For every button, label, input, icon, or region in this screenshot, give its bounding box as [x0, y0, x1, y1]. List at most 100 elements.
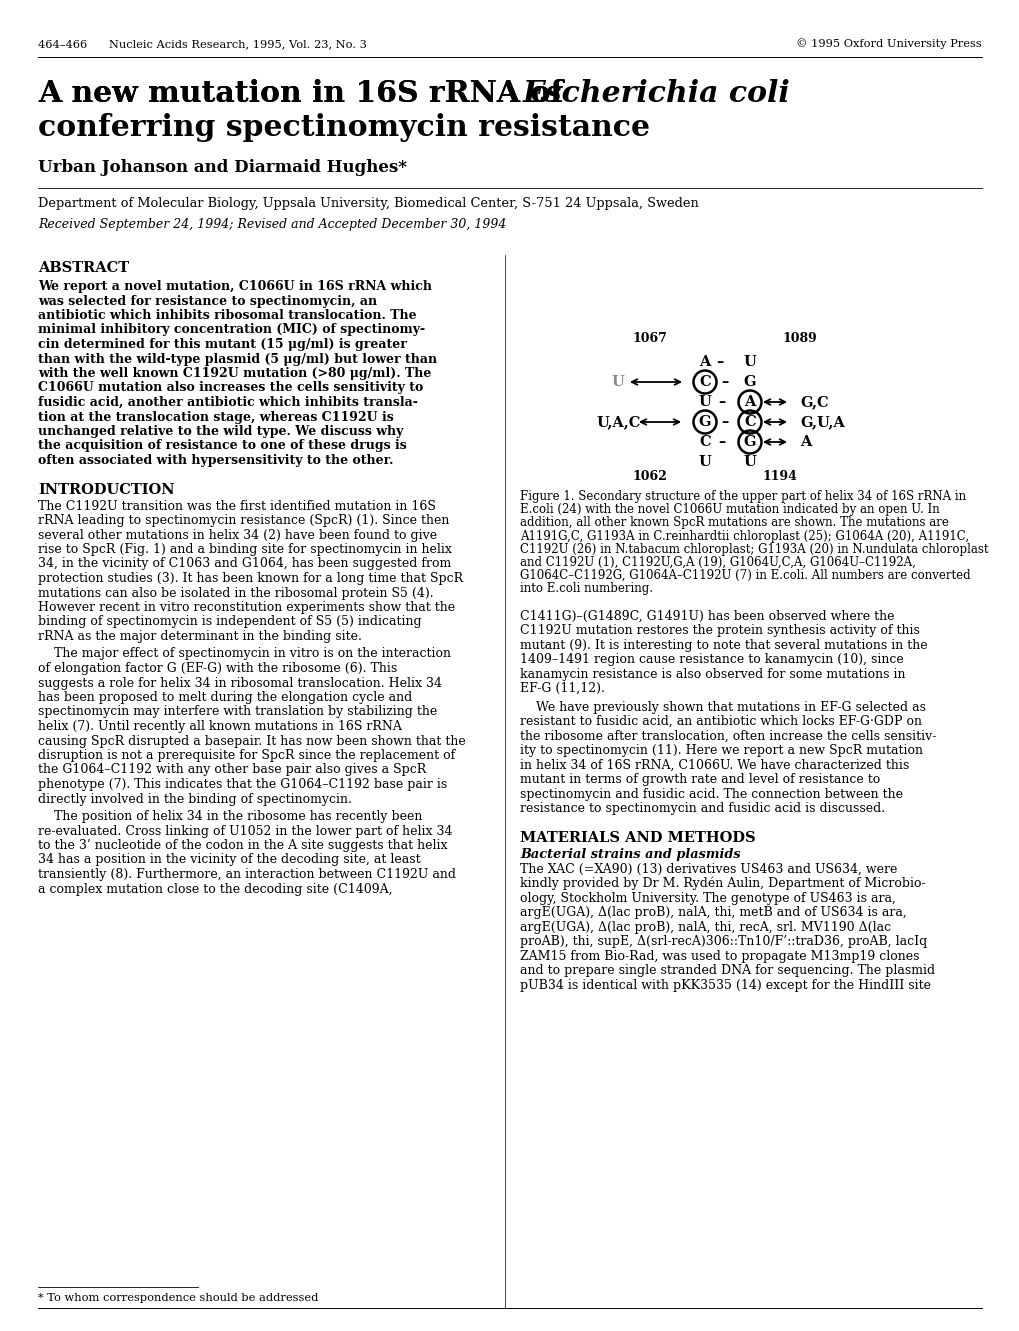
- Text: ity to spectinomycin (11). Here we report a new SpcR mutation: ity to spectinomycin (11). Here we repor…: [520, 744, 922, 757]
- Text: mutant (9). It is interesting to note that several mutations in the: mutant (9). It is interesting to note th…: [520, 639, 926, 652]
- Text: A new mutation in 16S rRNA of: A new mutation in 16S rRNA of: [38, 79, 573, 108]
- Text: into E.coli numbering.: into E.coli numbering.: [520, 583, 652, 595]
- Text: U: U: [611, 375, 624, 389]
- Text: a complex mutation close to the decoding site (C1409A,: a complex mutation close to the decoding…: [38, 882, 392, 896]
- Text: A new mutation in 16S rRNA of ​Escherichia coli: A new mutation in 16S rRNA of ​Escherich…: [38, 79, 841, 108]
- Text: in helix 34 of 16S rRNA, C1066U. We have characterized this: in helix 34 of 16S rRNA, C1066U. We have…: [520, 759, 908, 772]
- Text: and to prepare single stranded DNA for sequencing. The plasmid: and to prepare single stranded DNA for s…: [520, 964, 934, 977]
- Text: argE(UGA), Δ(lac proB), nalA, thi, metB and of US634 is ara,: argE(UGA), Δ(lac proB), nalA, thi, metB …: [520, 906, 906, 920]
- Text: ABSTRACT: ABSTRACT: [38, 261, 129, 276]
- Text: U,A,C: U,A,C: [595, 415, 640, 429]
- Text: ZAM15 from Bio-Rad, was used to propagate M13mp19 clones: ZAM15 from Bio-Rad, was used to propagat…: [520, 949, 918, 962]
- Text: phenotype (7). This indicates that the G1064–C1192 base pair is: phenotype (7). This indicates that the G…: [38, 779, 446, 791]
- Text: argE(UGA), Δ(lac proB), nalA, thi, recA, srl. MV1190 Δ(lac: argE(UGA), Δ(lac proB), nalA, thi, recA,…: [520, 921, 891, 933]
- Text: The position of helix 34 in the ribosome has recently been: The position of helix 34 in the ribosome…: [38, 811, 422, 823]
- Text: directly involved in the binding of spectinomycin.: directly involved in the binding of spec…: [38, 792, 352, 805]
- Text: was selected for resistance to spectinomycin, an: was selected for resistance to spectinom…: [38, 294, 377, 307]
- Text: pUB34 is identical with pKK3535 (14) except for the HindIII site: pUB34 is identical with pKK3535 (14) exc…: [520, 978, 930, 992]
- Text: –: –: [715, 355, 722, 369]
- Text: A: A: [744, 395, 755, 409]
- Text: the ribosome after translocation, often increase the cells sensitiv-: the ribosome after translocation, often …: [520, 729, 935, 743]
- Text: binding of spectinomycin is independent of S5 (5) indicating: binding of spectinomycin is independent …: [38, 615, 421, 628]
- Text: EF-G (11,12).: EF-G (11,12).: [520, 681, 604, 695]
- Text: rRNA as the major determinant in the binding site.: rRNA as the major determinant in the bin…: [38, 630, 362, 643]
- Text: minimal inhibitory concentration (MIC) of spectinomy-: minimal inhibitory concentration (MIC) o…: [38, 323, 425, 337]
- Text: MATERIALS AND METHODS: MATERIALS AND METHODS: [520, 831, 755, 845]
- Text: U: U: [743, 355, 756, 369]
- Text: helix (7). Until recently all known mutations in 16S rRNA: helix (7). Until recently all known muta…: [38, 720, 401, 733]
- Text: U: U: [698, 395, 710, 409]
- Text: Received September 24, 1994; Revised and Accepted December 30, 1994: Received September 24, 1994; Revised and…: [38, 218, 505, 232]
- Text: rRNA leading to spectinomycin resistance (SpcR) (1). Since then: rRNA leading to spectinomycin resistance…: [38, 514, 449, 527]
- Text: C: C: [744, 415, 755, 429]
- Text: G,U,A: G,U,A: [799, 415, 844, 429]
- Text: G: G: [743, 375, 755, 389]
- Text: G1064C–C1192G, G1064A–C1192U (7) in E.coli. All numbers are converted: G1064C–C1192G, G1064A–C1192U (7) in E.co…: [520, 570, 970, 582]
- Text: suggests a role for helix 34 in ribosomal translocation. Helix 34: suggests a role for helix 34 in ribosoma…: [38, 676, 441, 689]
- Text: of elongation factor G (EF-G) with the ribosome (6). This: of elongation factor G (EF-G) with the r…: [38, 662, 396, 675]
- Text: proAB), thi, supE, Δ(srl-recA)306::Tn10/F’::traD36, proAB, lacIq: proAB), thi, supE, Δ(srl-recA)306::Tn10/…: [520, 936, 926, 948]
- Text: Escherichia coli: Escherichia coli: [523, 79, 790, 108]
- Text: A: A: [799, 435, 810, 449]
- Text: several other mutations in helix 34 (2) have been found to give: several other mutations in helix 34 (2) …: [38, 528, 437, 542]
- Text: G,C: G,C: [799, 395, 827, 409]
- Text: E.coli (24) with the novel C1066U mutation indicated by an open U. In: E.coli (24) with the novel C1066U mutati…: [520, 503, 938, 516]
- Text: the G1064–C1192 with any other base pair also gives a SpcR: the G1064–C1192 with any other base pair…: [38, 764, 426, 776]
- Text: resistant to fusidic acid, an antibiotic which locks EF-G·GDP on: resistant to fusidic acid, an antibiotic…: [520, 715, 921, 728]
- Text: transiently (8). Furthermore, an interaction between C1192U and: transiently (8). Furthermore, an interac…: [38, 868, 455, 881]
- Text: Department of Molecular Biology, Uppsala University, Biomedical Center, S-751 24: Department of Molecular Biology, Uppsala…: [38, 197, 698, 210]
- Text: often associated with hypersensitivity to the other.: often associated with hypersensitivity t…: [38, 454, 393, 467]
- Text: A: A: [699, 355, 710, 369]
- Text: C1192U mutation restores the protein synthesis activity of this: C1192U mutation restores the protein syn…: [520, 624, 919, 638]
- Text: 1194: 1194: [762, 470, 797, 483]
- Text: kanamycin resistance is also observed for some mutations in: kanamycin resistance is also observed fo…: [520, 668, 905, 680]
- Text: fusidic acid, another antibiotic which inhibits transla-: fusidic acid, another antibiotic which i…: [38, 397, 418, 409]
- Text: rise to SpcR (Fig. 1) and a binding site for spectinomycin in helix: rise to SpcR (Fig. 1) and a binding site…: [38, 543, 451, 556]
- Text: addition, all other known SpcR mutations are shown. The mutations are: addition, all other known SpcR mutations…: [520, 516, 948, 530]
- Text: than with the wild-type plasmid (5 μg/ml) but lower than: than with the wild-type plasmid (5 μg/ml…: [38, 353, 437, 366]
- Text: with the well known C1192U mutation (>80 μg/ml). The: with the well known C1192U mutation (>80…: [38, 367, 431, 379]
- Text: tion at the translocation stage, whereas C1192U is: tion at the translocation stage, whereas…: [38, 410, 393, 423]
- Text: Bacterial strains and plasmids: Bacterial strains and plasmids: [520, 848, 740, 861]
- Text: disruption is not a prerequisite for SpcR since the replacement of: disruption is not a prerequisite for Spc…: [38, 749, 454, 763]
- Text: A new mutation in 16S rRNA of: A new mutation in 16S rRNA of: [38, 79, 573, 108]
- Text: to the 3’ nucleotide of the codon in the A site suggests that helix: to the 3’ nucleotide of the codon in the…: [38, 839, 447, 852]
- Text: 1062: 1062: [632, 470, 666, 483]
- Text: re-evaluated. Cross linking of U1052 in the lower part of helix 34: re-evaluated. Cross linking of U1052 in …: [38, 824, 452, 837]
- Text: the acquisition of resistance to one of these drugs is: the acquisition of resistance to one of …: [38, 439, 407, 453]
- Text: mutations can also be isolated in the ribosomal protein S5 (4).: mutations can also be isolated in the ri…: [38, 587, 433, 599]
- Text: –: –: [720, 375, 728, 389]
- Text: 1067: 1067: [632, 331, 666, 345]
- Text: unchanged relative to the wild type. We discuss why: unchanged relative to the wild type. We …: [38, 425, 403, 438]
- Text: We report a novel mutation, C1066U in 16S rRNA which: We report a novel mutation, C1066U in 16…: [38, 280, 432, 293]
- Text: kindly provided by Dr M. Rydén Aulin, Department of Microbio-: kindly provided by Dr M. Rydén Aulin, De…: [520, 877, 924, 890]
- Text: U: U: [743, 455, 756, 469]
- Text: antibiotic which inhibits ribosomal translocation. The: antibiotic which inhibits ribosomal tran…: [38, 309, 416, 322]
- Text: spectinomycin may interfere with translation by stabilizing the: spectinomycin may interfere with transla…: [38, 705, 437, 719]
- Text: C: C: [698, 435, 710, 449]
- Text: A1191G,C, G1193A in C.reinhardtii chloroplast (25); G1064A (20), A1191C,: A1191G,C, G1193A in C.reinhardtii chloro…: [520, 530, 968, 543]
- Text: 34, in the vicinity of C1063 and G1064, has been suggested from: 34, in the vicinity of C1063 and G1064, …: [38, 558, 450, 571]
- Text: –: –: [717, 395, 725, 409]
- Text: 464–466      Nucleic Acids Research, 1995, Vol. 23, No. 3: 464–466 Nucleic Acids Research, 1995, Vo…: [38, 39, 367, 49]
- Text: C1192U (26) in N.tabacum chloroplast; G1193A (20) in N.undulata chloroplast: C1192U (26) in N.tabacum chloroplast; G1…: [520, 543, 987, 556]
- Text: cin determined for this mutant (15 μg/ml) is greater: cin determined for this mutant (15 μg/ml…: [38, 338, 407, 351]
- Text: We have previously shown that mutations in EF-G selected as: We have previously shown that mutations …: [520, 700, 925, 713]
- Text: and C1192U (1), C1192U,G,A (19), G1064U,C,A, G1064U–C1192A,: and C1192U (1), C1192U,G,A (19), G1064U,…: [520, 556, 915, 568]
- Text: G: G: [743, 435, 755, 449]
- Text: C: C: [698, 375, 710, 389]
- Text: protection studies (3). It has been known for a long time that SpcR: protection studies (3). It has been know…: [38, 572, 463, 586]
- Text: * To whom correspondence should be addressed: * To whom correspondence should be addre…: [38, 1292, 318, 1303]
- Text: –: –: [717, 435, 725, 449]
- Text: © 1995 Oxford University Press: © 1995 Oxford University Press: [796, 39, 981, 49]
- Text: causing SpcR disrupted a basepair. It has now been shown that the: causing SpcR disrupted a basepair. It ha…: [38, 735, 466, 748]
- Text: spectinomycin and fusidic acid. The connection between the: spectinomycin and fusidic acid. The conn…: [520, 788, 902, 801]
- Text: 1089: 1089: [782, 331, 816, 345]
- Text: C1066U mutation also increases the cells sensitivity to: C1066U mutation also increases the cells…: [38, 382, 423, 394]
- Text: 34 has a position in the vicinity of the decoding site, at least: 34 has a position in the vicinity of the…: [38, 853, 420, 866]
- Text: However recent in vitro reconstitution experiments show that the: However recent in vitro reconstitution e…: [38, 602, 454, 614]
- Text: Figure 1. Secondary structure of the upper part of helix 34 of 16S rRNA in: Figure 1. Secondary structure of the upp…: [520, 490, 965, 503]
- Text: –: –: [720, 415, 728, 429]
- Text: G: G: [698, 415, 710, 429]
- Text: C1411G)–(G1489C, G1491U) has been observed where the: C1411G)–(G1489C, G1491U) has been observ…: [520, 610, 894, 623]
